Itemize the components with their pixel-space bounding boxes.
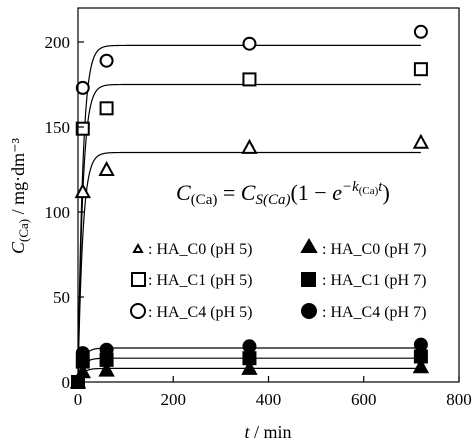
- data-point-circle: [242, 339, 257, 354]
- fit-curve: [77, 83, 421, 383]
- x-tick-label: 200: [161, 390, 187, 409]
- axis-ticks: 0 200 400 600 800 0 50 100 150 200: [45, 33, 472, 409]
- y-tick-label: 150: [45, 118, 71, 137]
- data-point-triangle: [412, 133, 430, 149]
- data-point-square: [413, 349, 428, 364]
- x-tick-label: 800: [446, 390, 472, 409]
- x-axis-label-unit: / min: [250, 422, 292, 442]
- data-point-circle: [413, 337, 428, 352]
- legend-label: : HA_C0 (pH 5): [148, 241, 252, 258]
- y-axis-label-sub: (Ca): [16, 219, 31, 242]
- eq-exp-sub: (Ca): [359, 185, 379, 197]
- eq-paren-open: (1 −: [290, 180, 332, 205]
- data-point-triangle: [98, 361, 115, 377]
- eq-equals: =: [217, 180, 240, 205]
- y-axis-label-italic: C: [8, 241, 28, 254]
- legend-label: : HA_C1 (pH 5): [148, 272, 252, 289]
- data-point-circle: [75, 80, 90, 95]
- data-point-square: [75, 121, 90, 136]
- data-point-triangle: [412, 358, 430, 374]
- legend-item-ha-c4-ph5: : HA_C4 (pH 5): [130, 303, 252, 321]
- fit-curve: [77, 44, 421, 383]
- fit-curves: [77, 44, 421, 383]
- legend-open-triangle-icon: [132, 242, 144, 253]
- y-axis-label-unit: / mg·dm⁻³: [8, 137, 28, 218]
- data-point-circle: [75, 346, 90, 361]
- data-point-circle: [413, 24, 428, 39]
- data-point-square: [99, 101, 114, 116]
- x-axis-label-italic: t: [244, 422, 250, 442]
- x-axis-label: t / min: [244, 422, 291, 442]
- legend-item-ha-c4-ph7: : HA_C4 (pH 7): [301, 303, 426, 321]
- data-point-triangle: [74, 183, 91, 199]
- legend-label: : HA_C0 (pH 7): [322, 241, 426, 258]
- eq-paren-close: ): [382, 180, 389, 205]
- legend-filled-circle-icon: [301, 303, 317, 319]
- y-axis-label: C(Ca) / mg·dm⁻³: [8, 137, 31, 254]
- data-point-triangle: [241, 359, 258, 375]
- eq-e: e: [332, 180, 342, 205]
- x-tick-label: 0: [74, 390, 83, 409]
- legend-item-ha-c1-ph7: : HA_C1 (pH 7): [301, 272, 426, 289]
- eq-lhs-sub: (Ca): [191, 192, 218, 208]
- legend-filled-square-icon: [301, 272, 316, 287]
- eq-lhs: C: [176, 180, 191, 205]
- eq-rhs: C: [241, 180, 256, 205]
- y-tick-label: 200: [45, 33, 71, 52]
- legend-label: : HA_C4 (pH 5): [148, 304, 252, 321]
- legend-item-ha-c0-ph5: : HA_C0 (pH 5): [132, 241, 252, 258]
- y-tick-label: 0: [62, 373, 71, 392]
- legend-label: : HA_C1 (pH 7): [322, 272, 426, 289]
- eq-rhs-sub: S(Ca): [255, 192, 290, 208]
- equation-annotation: C(Ca) = CS(Ca)(1 − e−k(Ca)t): [176, 179, 390, 208]
- legend-open-square-icon: [131, 272, 146, 287]
- data-markers: [69, 24, 430, 389]
- data-point-square: [242, 72, 257, 87]
- eq-exp: −k: [342, 179, 359, 195]
- legend-filled-triangle-icon: [300, 238, 318, 253]
- data-point-square: [413, 62, 428, 77]
- data-point-circle: [242, 36, 257, 51]
- legend-label: : HA_C4 (pH 7): [322, 304, 426, 321]
- eq-exp-t: t: [378, 179, 383, 195]
- legend-item-ha-c1-ph5: : HA_C1 (pH 5): [131, 272, 252, 289]
- x-tick-label: 600: [351, 390, 377, 409]
- y-tick-label: 100: [45, 203, 71, 222]
- x-tick-label: 400: [256, 390, 282, 409]
- legend-item-ha-c0-ph7: : HA_C0 (pH 7): [300, 238, 426, 258]
- data-point-circle: [99, 53, 114, 68]
- data-point-circle: [99, 342, 114, 357]
- data-point-square: [242, 351, 257, 366]
- legend: : HA_C0 (pH 5) : HA_C0 (pH 7) : HA_C1 (p…: [130, 238, 426, 321]
- data-point-triangle: [241, 138, 258, 154]
- legend-open-circle-icon: [130, 303, 146, 319]
- data-point-triangle: [98, 160, 115, 176]
- y-tick-label: 50: [53, 288, 70, 307]
